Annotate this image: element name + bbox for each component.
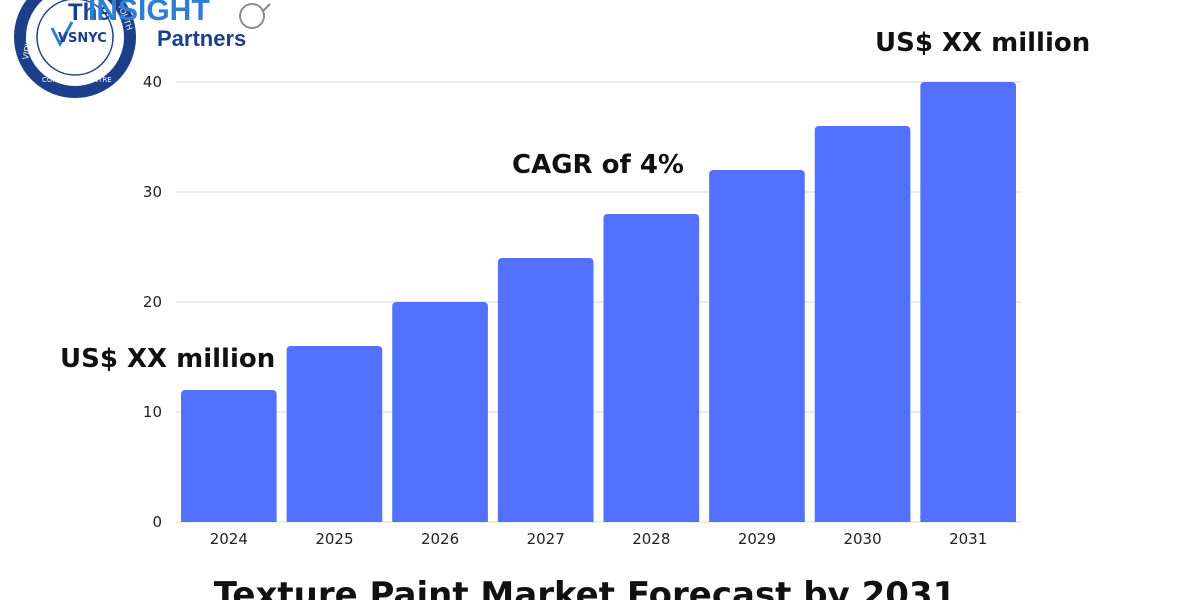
bar-base-2029: [709, 516, 805, 522]
bar-base-2024: [181, 516, 277, 522]
logo-check-icon: [50, 21, 74, 48]
bar-2024: [181, 390, 277, 522]
bar-base-2030: [814, 516, 911, 522]
bar-2030: [814, 126, 911, 522]
logo-brand-the: The: [68, 0, 111, 26]
logo: VIDYASAG YOUTH COMPUTER CENTRE VSNYC The…: [14, 0, 271, 98]
bar-2025: [286, 346, 383, 522]
y-axis-ticks: 0 10 20 30 40: [143, 73, 162, 531]
x-tick-label: 2029: [738, 530, 776, 548]
magnifier-icon: [239, 3, 271, 29]
x-tick-label: 2030: [843, 530, 881, 548]
bar-base-2027: [497, 516, 594, 522]
bar-2031: [920, 82, 1016, 522]
y-tick-label: 30: [143, 183, 162, 201]
bar-2026: [392, 302, 488, 522]
start-value-callout: US$ XX million: [60, 344, 275, 374]
x-axis-ticks: 2024 2025 2026 2027 2028 2029 2030 2031: [210, 530, 988, 548]
bar-base-2028: [603, 516, 700, 522]
x-tick-label: 2027: [527, 530, 565, 548]
logo-ring-text-bottom: COMPUTER CENTRE: [42, 76, 112, 84]
x-tick-label: 2026: [421, 530, 459, 548]
x-tick-label: 2028: [632, 530, 670, 548]
y-tick-label: 20: [143, 293, 162, 311]
bar-2028: [603, 214, 700, 522]
cagr-callout: CAGR of 4%: [512, 150, 684, 180]
chart-title: Texture Paint Market Forecast by 2031: [214, 575, 957, 600]
logo-seal-inner: [36, 0, 114, 76]
bar-2027: [497, 258, 594, 522]
logo-brand-partners: Partners: [157, 26, 246, 51]
y-tick-label: 40: [143, 73, 162, 91]
bars: [181, 82, 1016, 522]
y-tick-label: 0: [152, 513, 162, 531]
end-value-callout: US$ XX million: [875, 28, 1090, 58]
bar-base-2026: [392, 516, 488, 522]
y-tick-label: 10: [143, 403, 162, 421]
bar-2029: [709, 170, 805, 522]
x-tick-label: 2024: [210, 530, 248, 548]
x-tick-label: 2025: [315, 530, 353, 548]
x-tick-label: 2031: [949, 530, 987, 548]
bar-base-2025: [286, 516, 383, 522]
logo-brand-insight: INSIGHT: [88, 0, 210, 27]
logo-badge-text: VSNYC: [58, 31, 107, 46]
bar-base-2031: [920, 516, 1016, 522]
